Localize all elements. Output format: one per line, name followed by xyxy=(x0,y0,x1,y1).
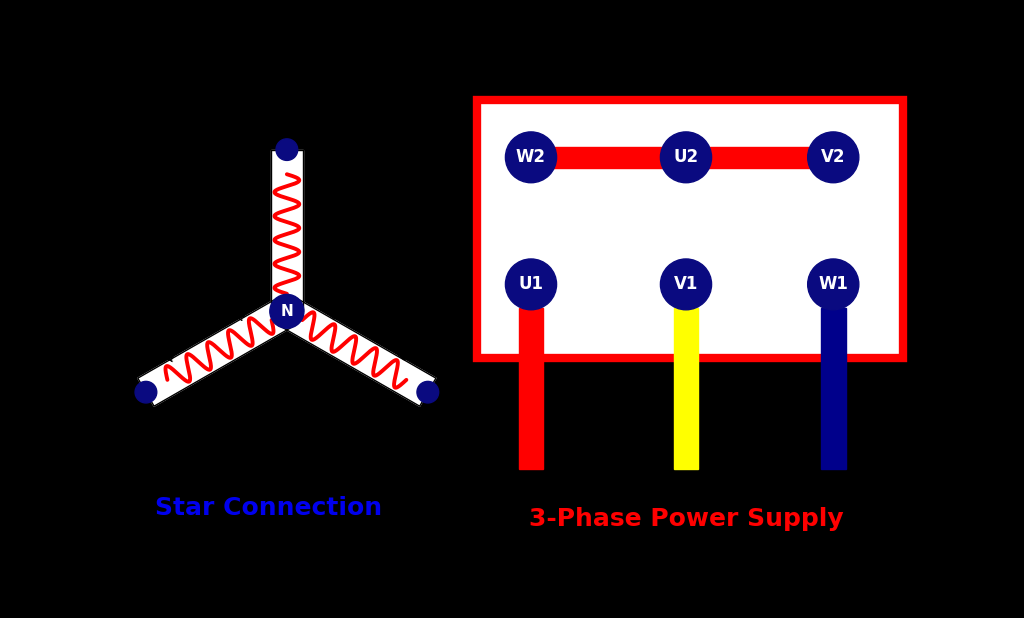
Text: N: N xyxy=(281,304,293,319)
Circle shape xyxy=(660,259,712,310)
Text: U: U xyxy=(305,188,315,201)
Text: U: U xyxy=(305,243,315,256)
Circle shape xyxy=(660,132,712,183)
Circle shape xyxy=(276,139,298,161)
Text: W1: W1 xyxy=(155,346,177,365)
Bar xyxy=(518,308,544,469)
Text: V1: V1 xyxy=(398,347,417,364)
Text: W2: W2 xyxy=(516,148,546,166)
Text: V2: V2 xyxy=(329,305,347,323)
Polygon shape xyxy=(138,297,295,406)
Text: 3-Phase Power Supply: 3-Phase Power Supply xyxy=(528,507,844,531)
Text: U1: U1 xyxy=(518,276,544,294)
Bar xyxy=(477,99,903,358)
Circle shape xyxy=(417,381,438,403)
Text: U2: U2 xyxy=(674,148,698,166)
Text: W1: W1 xyxy=(818,276,848,294)
Text: W2: W2 xyxy=(224,305,247,323)
Text: V2: V2 xyxy=(821,148,846,166)
Bar xyxy=(821,308,846,469)
Circle shape xyxy=(135,381,157,403)
Circle shape xyxy=(506,132,557,183)
Bar xyxy=(674,308,698,469)
Circle shape xyxy=(808,259,859,310)
Circle shape xyxy=(506,259,557,310)
Text: Star Connection: Star Connection xyxy=(155,496,382,520)
Polygon shape xyxy=(270,150,303,311)
Text: V1: V1 xyxy=(674,276,698,294)
Bar xyxy=(531,146,834,168)
Circle shape xyxy=(808,132,859,183)
Circle shape xyxy=(270,294,304,328)
Polygon shape xyxy=(279,297,436,406)
